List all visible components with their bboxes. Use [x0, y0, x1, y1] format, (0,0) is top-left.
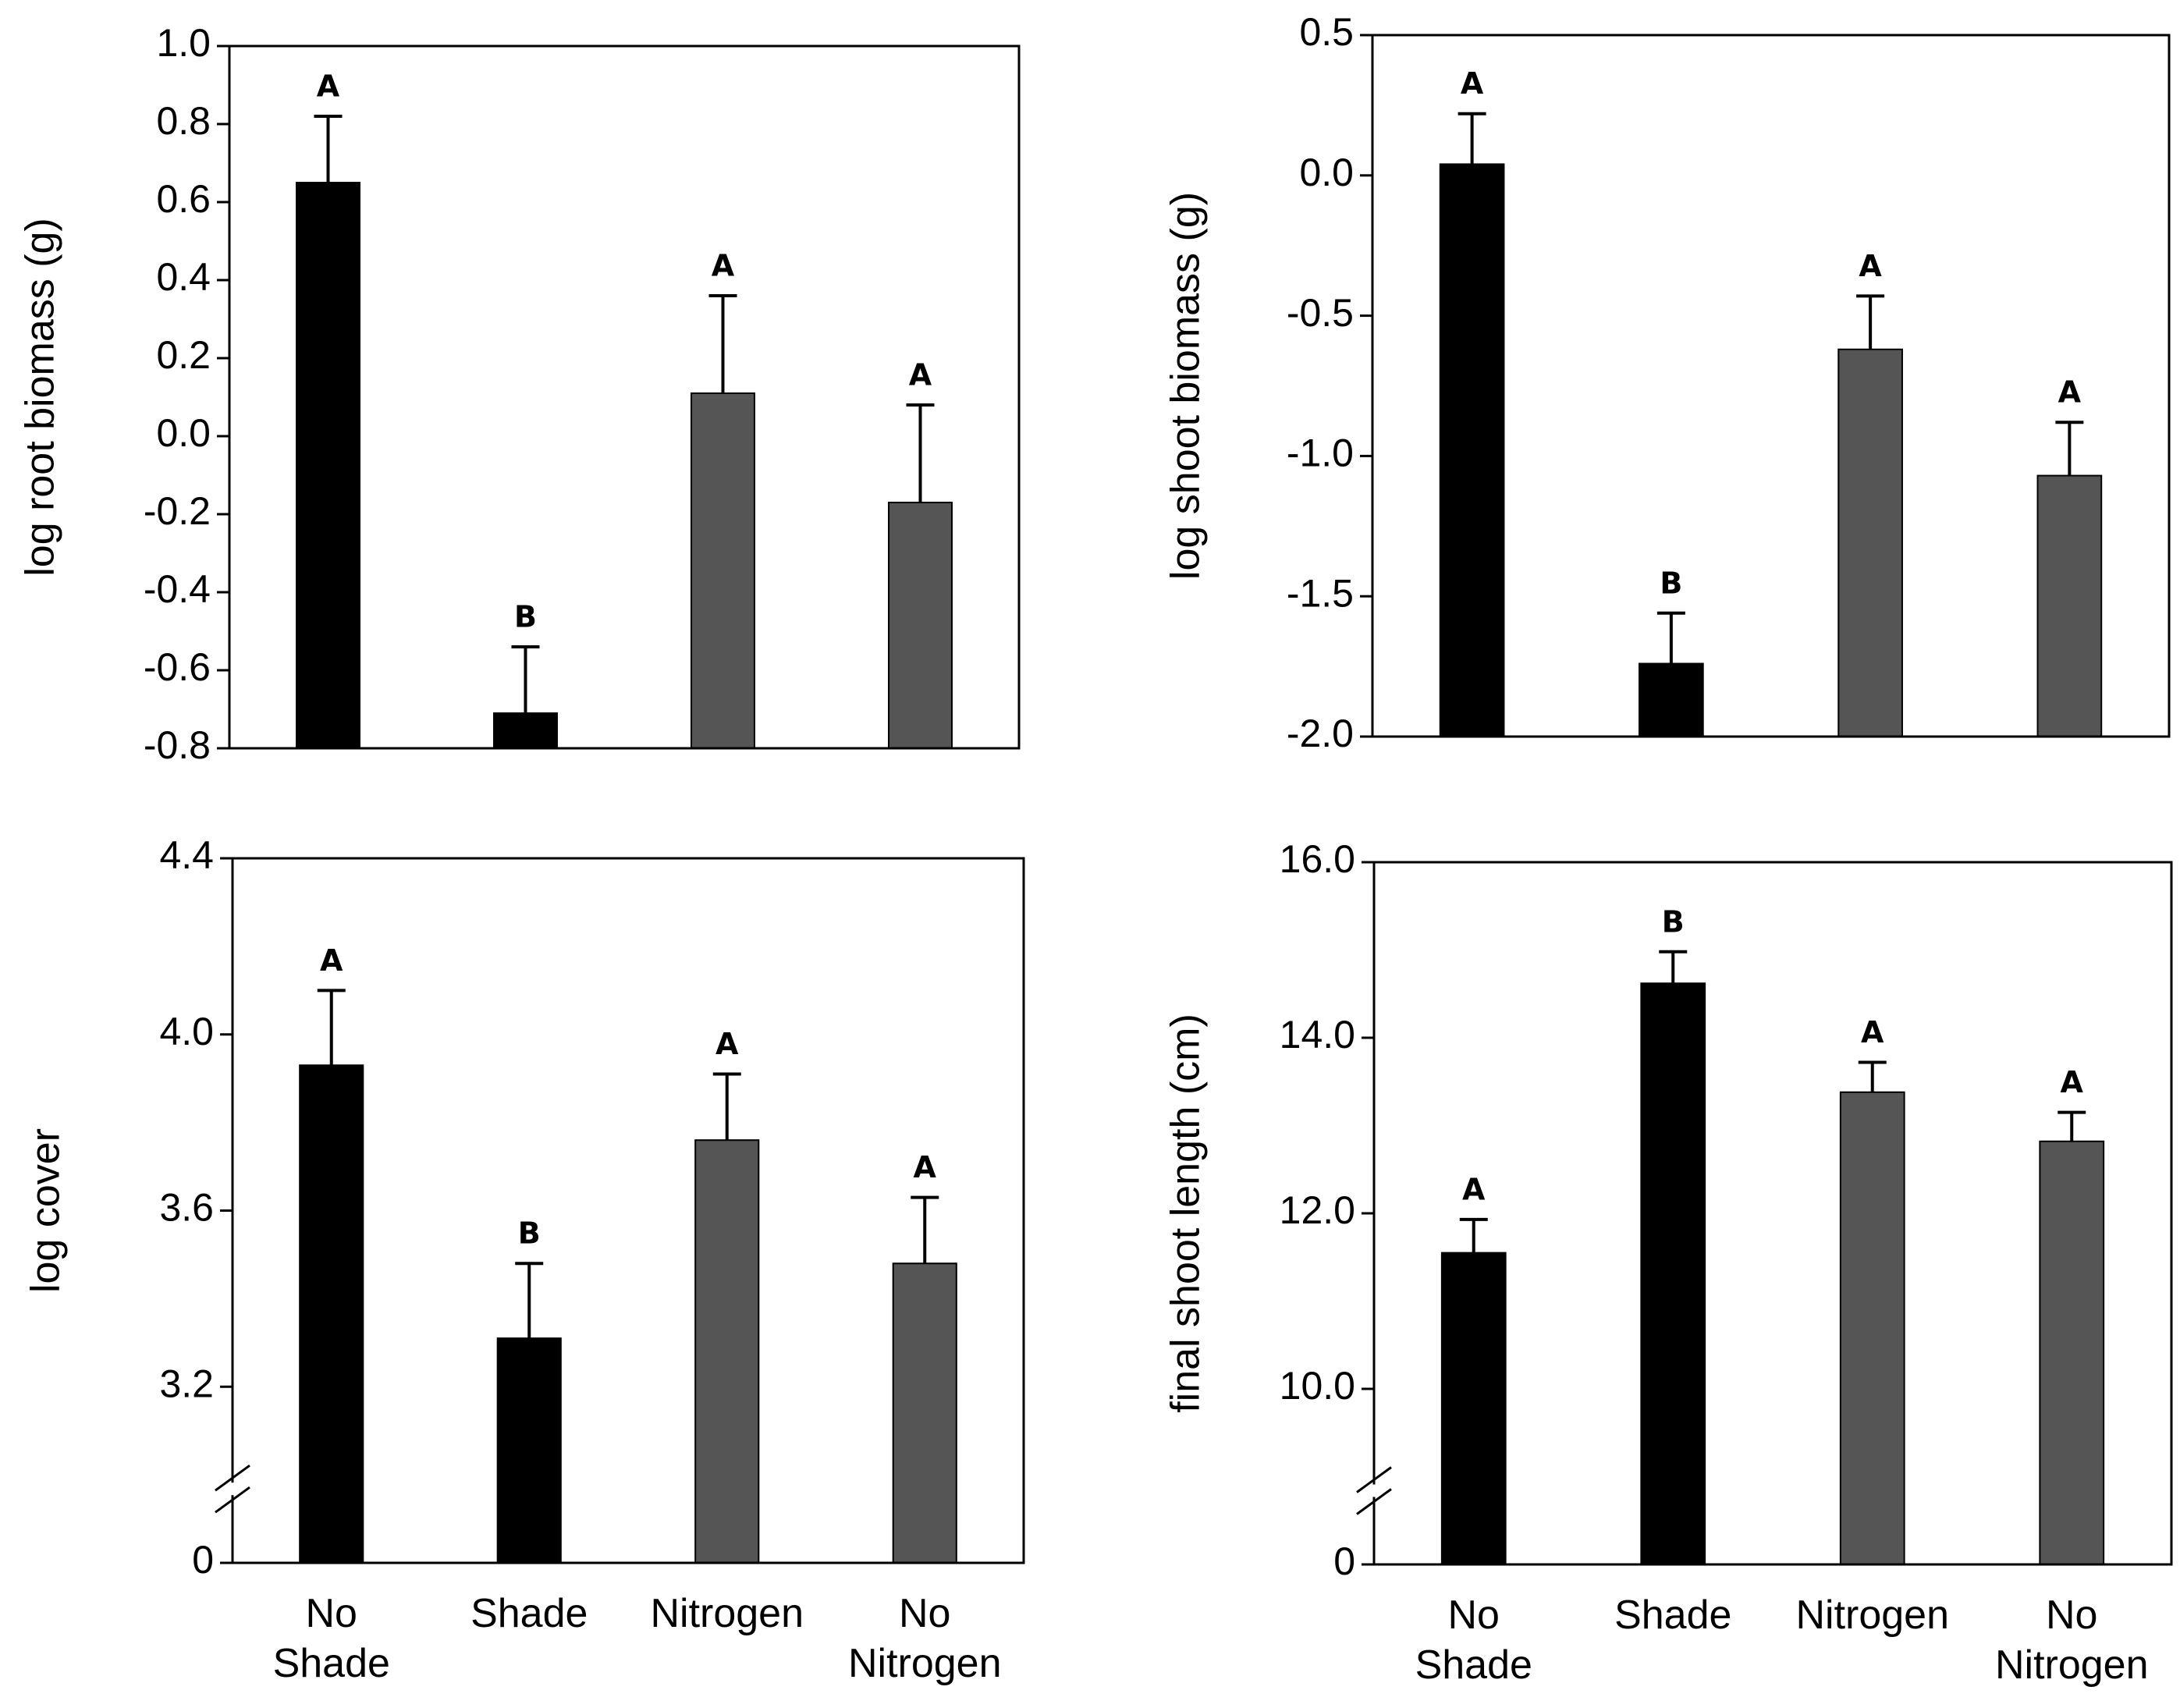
axis-break-gap: [228, 1483, 237, 1496]
y-tick-label: 4.0: [159, 1010, 214, 1053]
x-tick-label-line: Nitrogen: [848, 1641, 1002, 1686]
x-tick-label: No Nitrogen: [848, 1591, 1002, 1686]
significance-letter: B: [514, 600, 537, 634]
bar: [296, 182, 360, 749]
y-tick-label: 3.6: [159, 1186, 214, 1230]
bar: [299, 1064, 364, 1564]
bar: [2036, 474, 2103, 738]
y-tick-label: 0.4: [156, 255, 211, 299]
axis-break-gap: [1369, 1484, 1379, 1497]
significance-letter: A: [1461, 66, 1484, 101]
x-tick-label-line: No: [2046, 1593, 2097, 1638]
x-tick-label-line: Shade: [470, 1591, 588, 1636]
y-tick-label: -0.8: [144, 723, 211, 767]
x-tick-label: Shade: [470, 1591, 588, 1636]
significance-letter: B: [1662, 904, 1685, 939]
x-tick-label-line: No: [1448, 1593, 1500, 1638]
significance-letter: A: [715, 1027, 739, 1061]
y-tick-label: 0.6: [156, 177, 211, 221]
bar: [1639, 662, 1704, 738]
plot-frame: [231, 857, 1025, 1564]
y-tick-label: 1.0: [156, 21, 211, 65]
bar: [691, 392, 755, 749]
y-tick-label: 0.0: [1299, 151, 1354, 194]
significance-letter: A: [1861, 1015, 1884, 1049]
y-tick-label: 0.8: [156, 99, 211, 143]
plot-frame: [228, 44, 1021, 750]
significance-letter: A: [2061, 1065, 2084, 1099]
bar: [1439, 163, 1505, 737]
bar: [1837, 348, 1903, 737]
y-tick-label: 12.0: [1280, 1188, 1355, 1232]
y-tick-label: 0.0: [156, 411, 211, 455]
y-tick-label: -1.0: [1287, 431, 1354, 475]
y-tick-label: -0.5: [1287, 291, 1354, 335]
significance-letter: B: [518, 1216, 541, 1251]
y-axis-label: final shoot length (cm): [1163, 1014, 1209, 1413]
significance-letter: A: [914, 1150, 937, 1184]
bar: [1440, 1252, 1507, 1565]
bar: [1640, 982, 1706, 1565]
y-tick-label: 0: [1333, 1539, 1355, 1583]
y-tick-label: 14.0: [1280, 1013, 1355, 1056]
significance-letter: B: [1660, 566, 1682, 600]
bar: [493, 712, 558, 749]
y-tick-label: -0.4: [144, 567, 211, 611]
significance-letter: A: [909, 358, 932, 392]
y-tick-label: 0.2: [156, 333, 211, 377]
x-tick-label-line: Shade: [1614, 1593, 1731, 1638]
bar: [888, 502, 953, 749]
x-tick-label-line: Nitrogen: [1795, 1593, 1949, 1638]
axis-break: [1356, 1488, 1392, 1515]
significance-letter: A: [1859, 249, 1882, 283]
y-tick-label: -2.0: [1287, 712, 1354, 755]
axis-break: [215, 1486, 250, 1514]
significance-letter: A: [712, 249, 735, 283]
x-tick-label: Nitrogen: [1795, 1593, 1949, 1638]
y-tick-label: 0: [192, 1538, 214, 1582]
plot-frame: [1372, 861, 2173, 1566]
y-axis-label: log cover: [23, 1128, 69, 1293]
axis-break: [1356, 1466, 1392, 1493]
y-tick-label: -0.2: [144, 489, 211, 533]
y-axis-label: log root biomass (g): [18, 218, 63, 577]
y-tick-label: -0.6: [144, 645, 211, 689]
y-tick-label: 10.0: [1280, 1364, 1355, 1408]
x-tick-label-line: Nitrogen: [650, 1591, 804, 1636]
x-tick-label: Shade: [1614, 1593, 1731, 1638]
x-tick-label: No Shade: [1415, 1593, 1532, 1688]
x-tick-label: Nitrogen: [650, 1591, 804, 1636]
x-tick-label-line: No: [306, 1591, 357, 1636]
significance-letter: A: [1462, 1172, 1486, 1206]
y-tick-label: 0.5: [1299, 10, 1354, 54]
x-tick-label-line: Shade: [1415, 1642, 1532, 1688]
significance-letter: A: [2058, 375, 2082, 410]
bar: [1839, 1091, 1905, 1565]
bar: [694, 1139, 760, 1564]
y-tick-label: 3.2: [159, 1362, 214, 1405]
significance-letter: A: [320, 943, 343, 978]
x-tick-label-line: No: [899, 1591, 950, 1636]
y-tick-label: 16.0: [1280, 837, 1355, 881]
axis-break: [215, 1464, 250, 1492]
y-tick-label: 4.4: [159, 833, 214, 877]
y-tick-label: -1.5: [1287, 571, 1354, 615]
significance-letter: A: [317, 69, 340, 104]
panel: -0.8 -0.6 -0.4 -0.2 0.0 0.2 0.4 0.6 0.8 1.0 A B A Alo…: [18, 21, 1021, 767]
x-tick-label-line: Shade: [273, 1641, 390, 1686]
y-axis-label: log shoot biomass (g): [1163, 192, 1209, 580]
x-tick-label: No Nitrogen: [1995, 1593, 2149, 1688]
plot-frame: [1371, 34, 2171, 738]
bar: [2039, 1140, 2105, 1565]
x-tick-label: No Shade: [273, 1591, 390, 1686]
x-tick-label-line: Nitrogen: [1995, 1642, 2149, 1688]
bar: [892, 1262, 957, 1564]
bar: [496, 1337, 562, 1564]
